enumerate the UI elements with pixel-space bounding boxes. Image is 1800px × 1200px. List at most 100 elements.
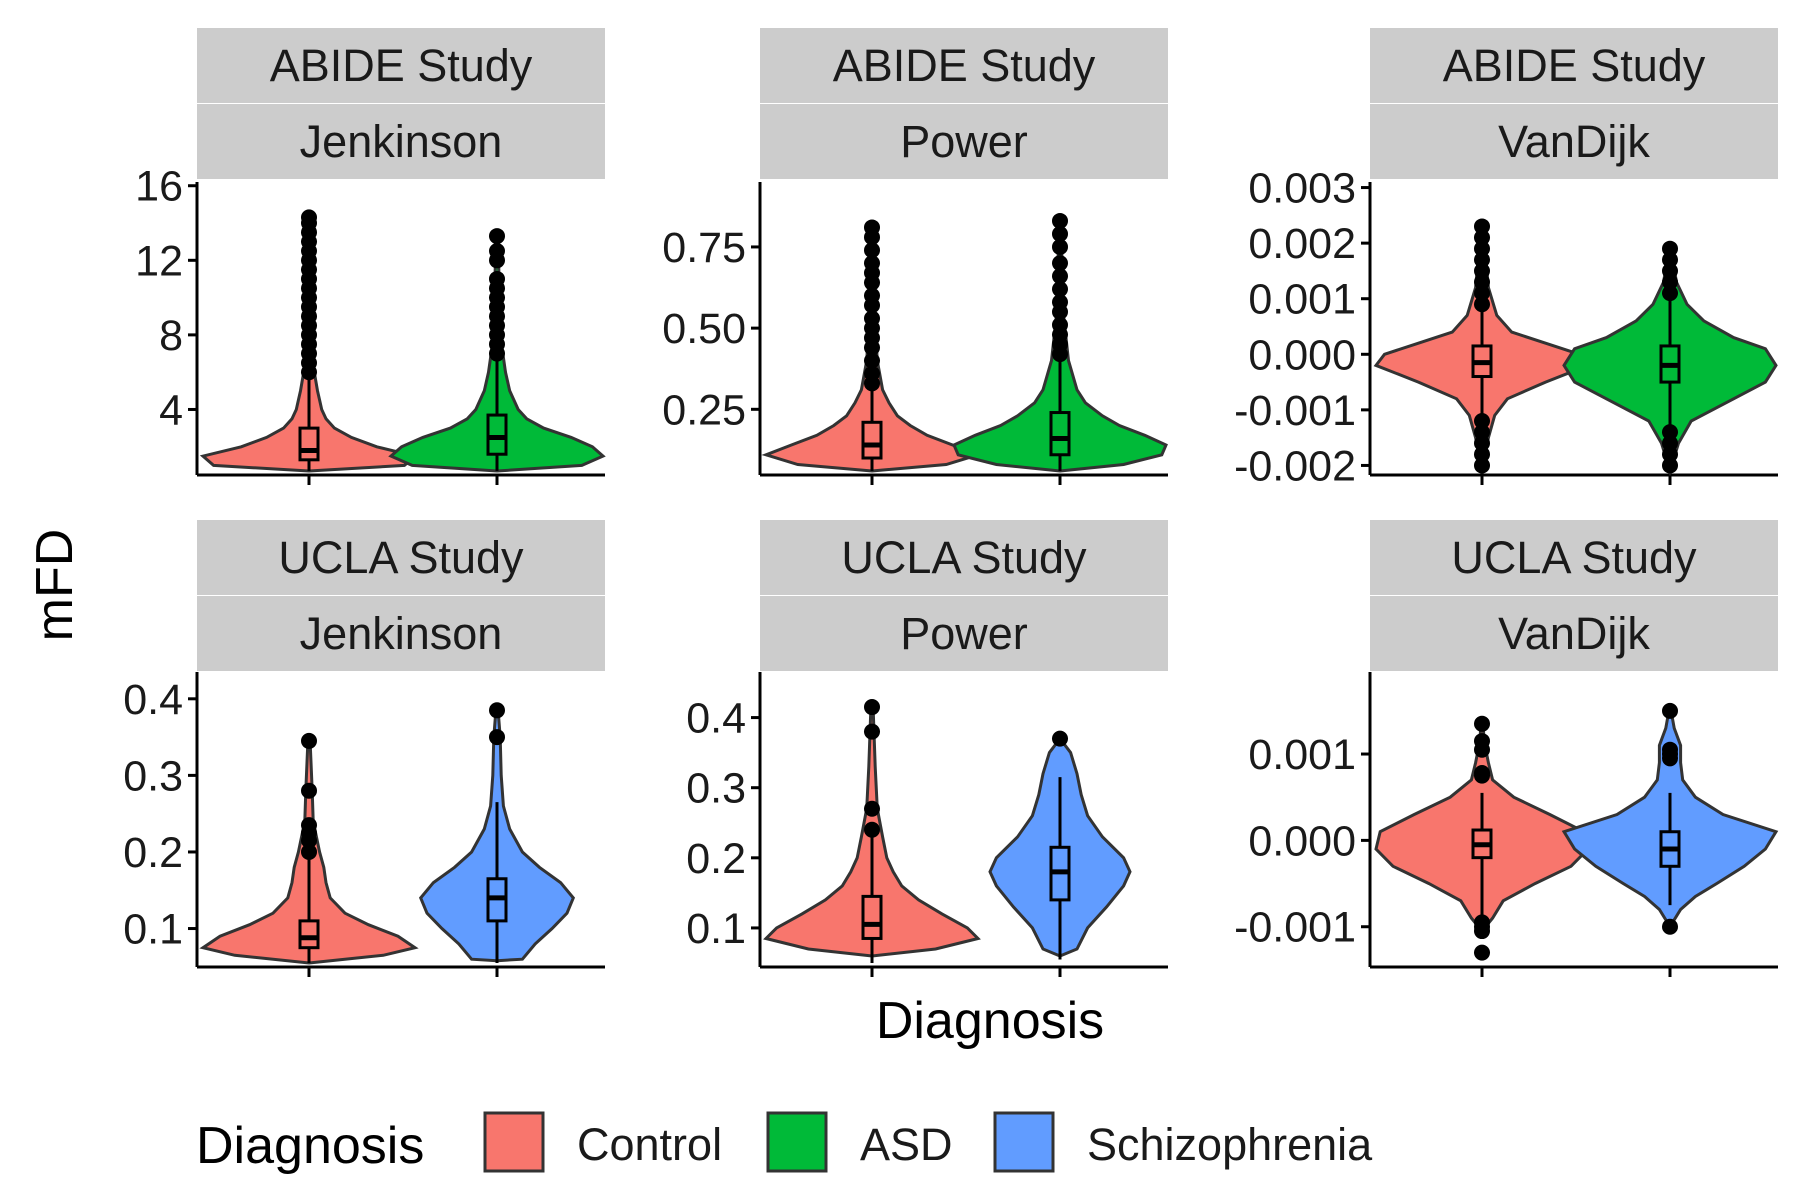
y-tick-label: 0.002	[1248, 220, 1356, 268]
outlier-point	[1474, 923, 1490, 940]
strip-method-bg	[760, 596, 1168, 671]
strip-method-label: Power	[900, 608, 1028, 659]
y-tick-label: 0.000	[1248, 817, 1356, 865]
outlier-point	[1662, 435, 1678, 452]
group-control	[1374, 715, 1590, 977]
outlier-point	[1662, 285, 1678, 302]
strip-method-label: VanDijk	[1498, 608, 1650, 659]
outlier-point	[1052, 730, 1068, 747]
outlier-point	[1474, 274, 1490, 291]
outlier-point	[864, 242, 880, 259]
strip-study-bg	[197, 28, 605, 103]
outlier-point	[1474, 296, 1490, 313]
outlier-point	[301, 732, 317, 749]
outlier-point	[1474, 944, 1490, 961]
outlier-point	[1662, 702, 1678, 719]
strip-study-bg	[760, 520, 1168, 595]
group-control	[761, 219, 983, 485]
outlier-point	[1474, 435, 1490, 452]
y-tick-label: 0.2	[686, 835, 746, 883]
outlier-point	[1662, 424, 1678, 441]
legend-label-control: Control	[577, 1119, 722, 1170]
outlier-point	[864, 821, 880, 838]
outlier-point	[1662, 251, 1678, 268]
outlier-point	[864, 310, 880, 327]
y-tick-label: 0.4	[123, 676, 183, 724]
outlier-point	[489, 270, 505, 287]
strip-study-label: ABIDE Study	[270, 40, 533, 91]
y-tick-label: 16	[135, 163, 183, 211]
group-asd	[388, 228, 606, 485]
panel-4: UCLA Study Jenkinson 0.1 0.2 0.3 0.4	[123, 520, 605, 977]
outlier-point	[1474, 262, 1490, 279]
outlier-point	[301, 843, 317, 860]
y-tick-label: 0.2	[123, 829, 183, 877]
legend: Diagnosis Control ASD Schizophrenia	[196, 1111, 1373, 1175]
outlier-point	[1474, 446, 1490, 463]
outlier-point	[864, 219, 880, 236]
legend-label-schizophrenia: Schizophrenia	[1087, 1119, 1373, 1170]
y-tick-label: 0.4	[686, 695, 746, 743]
outlier-point	[1052, 238, 1068, 255]
group-control	[763, 699, 981, 977]
outlier-point	[864, 800, 880, 817]
group-control	[199, 209, 419, 485]
strip-method-label: Jenkinson	[300, 608, 503, 659]
outlier-point	[1662, 918, 1678, 935]
panel-1: ABIDE Study Jenkinson 4 8 12 16	[135, 28, 606, 485]
outlier-point	[1052, 316, 1068, 333]
strip-study-label: ABIDE Study	[1443, 40, 1706, 91]
strip-study-bg	[1370, 28, 1778, 103]
box-iqr	[486, 413, 508, 456]
legend-key-schizophrenia	[993, 1111, 1055, 1173]
y-tick-label: -0.002	[1234, 442, 1356, 490]
outlier-point	[1474, 457, 1490, 474]
outlier-point	[1052, 294, 1068, 311]
y-tick-label: 0.001	[1248, 276, 1356, 324]
y-tick-label: 0.75	[662, 224, 746, 272]
outlier-point	[489, 228, 505, 245]
box-iqr	[861, 894, 883, 940]
strip-method-bg	[1370, 596, 1778, 671]
outlier-point	[489, 242, 505, 259]
y-tick-label: 4	[159, 386, 183, 434]
outlier-point	[1474, 240, 1490, 257]
y-tick-label: 0.1	[123, 906, 183, 954]
box-iqr	[861, 420, 883, 460]
outlier-point	[1474, 251, 1490, 268]
outlier-point	[1052, 212, 1068, 229]
strip-method-label: VanDijk	[1498, 116, 1650, 167]
outlier-point	[1052, 268, 1068, 285]
y-tick-label: 8	[159, 312, 183, 360]
strip-study-label: UCLA Study	[841, 532, 1087, 583]
group-control	[1373, 218, 1591, 485]
outlier-point	[1052, 281, 1068, 298]
group-control	[199, 732, 419, 977]
outlier-point	[489, 702, 505, 719]
y-tick-label: -0.001	[1234, 904, 1356, 952]
outlier-point	[489, 729, 505, 746]
strip-method-label: Power	[900, 116, 1028, 167]
outlier-point	[301, 817, 317, 834]
legend-title: Diagnosis	[196, 1117, 424, 1175]
y-tick-label: -0.001	[1234, 387, 1356, 435]
outlier-point	[864, 352, 880, 369]
box-iqr	[298, 919, 320, 950]
strip-method-label: Jenkinson	[300, 116, 503, 167]
group-asd	[952, 212, 1168, 485]
outlier-point	[1474, 412, 1490, 429]
strip-study-bg	[197, 520, 605, 595]
legend-key-asd	[766, 1111, 828, 1173]
group-schizophrenia	[1561, 702, 1779, 977]
outlier-point	[1662, 240, 1678, 257]
outlier-point	[864, 287, 880, 304]
legend-label-asd: ASD	[860, 1119, 953, 1170]
panel-5: UCLA Study Power 0.1 0.2 0.3 0.4	[686, 520, 1168, 977]
outlier-point	[1474, 285, 1490, 302]
outlier-point	[301, 209, 317, 226]
outlier-point	[1662, 262, 1678, 279]
strip-study-label: UCLA Study	[1451, 532, 1697, 583]
x-axis-title: Diagnosis	[876, 992, 1104, 1050]
outlier-point	[1474, 765, 1490, 782]
box-iqr	[298, 426, 320, 462]
